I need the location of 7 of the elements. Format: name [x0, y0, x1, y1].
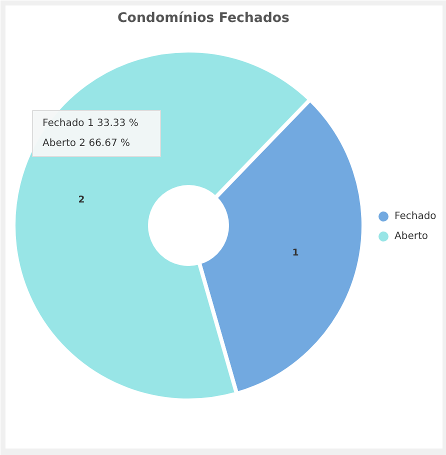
chart-title: Condomínios Fechados: [118, 11, 290, 26]
legend-label: Fechado: [394, 211, 436, 222]
legend-label: Aberto: [394, 231, 428, 242]
data-label: 2: [78, 194, 85, 206]
text: Aberto 2 66.67 %: [42, 138, 130, 149]
text: Fechado 1 33.33 %: [42, 118, 138, 129]
data-label: 1: [292, 248, 299, 259]
